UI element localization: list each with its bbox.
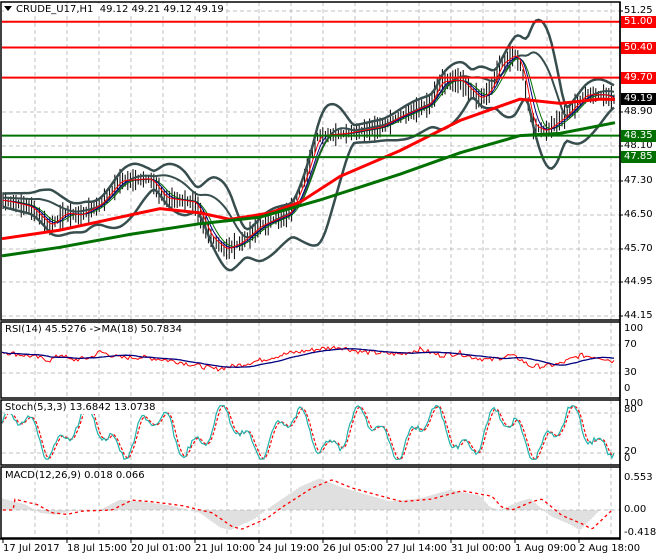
price-tick: 48.10: [624, 140, 653, 151]
price-tick: 45.70: [624, 243, 653, 254]
macd-tick: 0.553: [624, 472, 653, 483]
pane-frames: [0, 1, 623, 543]
time-tick: 26 Jul 05:00: [323, 543, 383, 554]
price-tick: 47.30: [624, 175, 653, 186]
time-tick: 18 Jul 15:00: [67, 543, 127, 554]
macd-title: MACD(12,26,9) 0.018 0.066: [5, 470, 145, 482]
rsi-tick: 70: [624, 339, 637, 350]
symbol-label: CRUDE_U17,H1: [16, 4, 94, 15]
triangle-down-icon[interactable]: [4, 6, 12, 11]
rsi-title: RSI(14) 45.5276 ->MA(18) 50.7834: [5, 324, 182, 336]
level-tag-49-70: 49.70: [621, 71, 656, 84]
level-tag-48-35: 48.35: [621, 129, 656, 142]
price-tick: 51.25: [624, 5, 653, 16]
indicator-plots: [1, 345, 615, 530]
macd-tick: -0.418: [624, 527, 657, 538]
rsi-tick: 100: [624, 323, 644, 334]
price-tick: 48.90: [624, 106, 653, 117]
macd-tick: 0.00: [624, 504, 647, 515]
time-tick: 21 Jul 10:00: [195, 543, 255, 554]
stoch-tick: 20: [624, 446, 637, 457]
time-tick: 17 Jul 2017: [3, 543, 60, 554]
stoch-tick: 80: [624, 404, 637, 415]
time-tick: 2 Aug 18:00: [579, 543, 641, 554]
current-price-tag: 49.19: [621, 93, 656, 105]
level-tag-51-00: 51.00: [621, 15, 656, 28]
time-tick: 1 Aug 09:00: [515, 543, 577, 554]
stoch-title: Stoch(5,3,3) 13.6842 13.0738: [5, 402, 156, 414]
ohlc-values: 49.12 49.21 49.12 49.19: [99, 4, 224, 15]
stoch-tick: 100: [624, 398, 644, 409]
rsi-tick: 0: [624, 383, 631, 394]
stoch-tick: 0: [624, 453, 631, 464]
chart-title[interactable]: CRUDE_U17,H1 49.12 49.21 49.12 49.19: [4, 4, 226, 16]
price-tick: 44.95: [624, 276, 653, 287]
time-tick: 24 Jul 19:00: [259, 543, 319, 554]
level-tag-47-85: 47.85: [621, 151, 656, 164]
time-tick: 27 Jul 14:00: [387, 543, 447, 554]
main-pane-plots: [1, 18, 620, 272]
price-tick: 46.50: [624, 209, 653, 220]
price-tick: 44.15: [624, 310, 653, 321]
rsi-tick: 30: [624, 367, 637, 378]
time-tick: 31 Jul 00:00: [451, 543, 511, 554]
level-tag-50-40: 50.40: [621, 41, 656, 54]
time-tick: 20 Jul 01:00: [131, 543, 191, 554]
